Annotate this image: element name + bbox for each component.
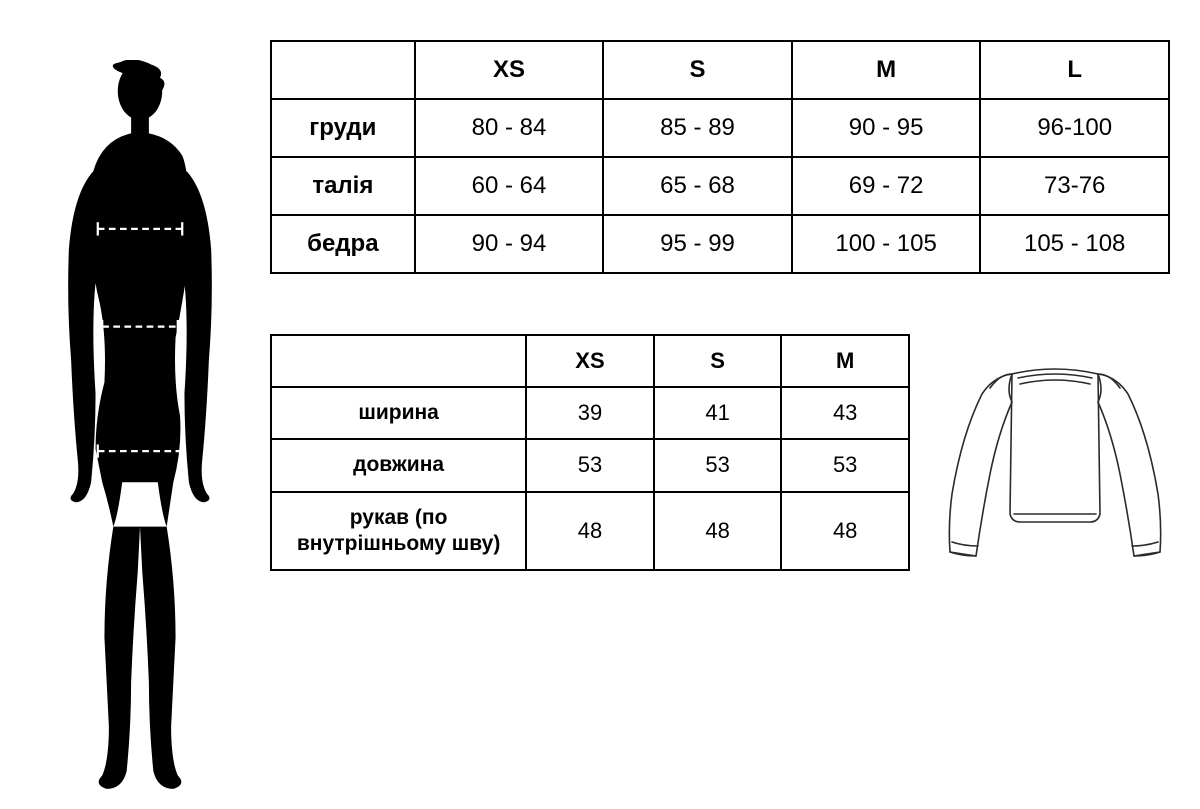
table-cell: 48 <box>781 492 909 571</box>
crop-top-icon <box>940 344 1170 584</box>
table-cell: 43 <box>781 387 909 439</box>
table-cell: 65 - 68 <box>603 157 792 215</box>
table-cell: 69 - 72 <box>792 157 981 215</box>
body-measurements-table: XS S M L груди 80 - 84 85 - 89 90 - 95 9… <box>270 40 1170 274</box>
table-header-l: L <box>980 41 1169 99</box>
table-row: талія 60 - 64 65 - 68 69 - 72 73-76 <box>271 157 1169 215</box>
table-header-empty <box>271 41 415 99</box>
row-label-hips: бедра <box>271 215 415 273</box>
table-header-xs: XS <box>415 41 604 99</box>
garment-measurements-table: XS S M ширина 39 41 43 довжина 53 <box>270 334 910 571</box>
table-cell: 85 - 89 <box>603 99 792 157</box>
table-cell: 90 - 94 <box>415 215 604 273</box>
table-cell: 53 <box>654 439 782 491</box>
table-row: ширина 39 41 43 <box>271 387 909 439</box>
table-cell: 105 - 108 <box>980 215 1169 273</box>
table-cell: 95 - 99 <box>603 215 792 273</box>
row-label-bust: груди <box>271 99 415 157</box>
row-label-waist: талія <box>271 157 415 215</box>
table-row: груди 80 - 84 85 - 89 90 - 95 96-100 <box>271 99 1169 157</box>
table-header-empty <box>271 335 526 387</box>
body-silhouette-figure <box>40 40 240 809</box>
table-cell: 48 <box>654 492 782 571</box>
table-cell: 41 <box>654 387 782 439</box>
table-row: бедра 90 - 94 95 - 99 100 - 105 105 - 10… <box>271 215 1169 273</box>
row-label-width: ширина <box>271 387 526 439</box>
table-cell: 100 - 105 <box>792 215 981 273</box>
table-row: довжина 53 53 53 <box>271 439 909 491</box>
silhouette-icon <box>40 60 240 804</box>
table-cell: 53 <box>526 439 654 491</box>
row-label-sleeve: рукав (по внутрішньому шву) <box>271 492 526 571</box>
table-header-row: XS S M L <box>271 41 1169 99</box>
table-cell: 96-100 <box>980 99 1169 157</box>
table-cell: 39 <box>526 387 654 439</box>
table-header-row: XS S M <box>271 335 909 387</box>
table-cell: 90 - 95 <box>792 99 981 157</box>
table-cell: 53 <box>781 439 909 491</box>
table-cell: 60 - 64 <box>415 157 604 215</box>
table-header-s: S <box>603 41 792 99</box>
table-cell: 48 <box>526 492 654 571</box>
table-cell: 80 - 84 <box>415 99 604 157</box>
table-header-xs: XS <box>526 335 654 387</box>
table-header-m: M <box>781 335 909 387</box>
table-cell: 73-76 <box>980 157 1169 215</box>
table-row: рукав (по внутрішньому шву) 48 48 48 <box>271 492 909 571</box>
garment-drawing <box>940 334 1170 589</box>
row-label-length: довжина <box>271 439 526 491</box>
table-header-m: M <box>792 41 981 99</box>
table-header-s: S <box>654 335 782 387</box>
